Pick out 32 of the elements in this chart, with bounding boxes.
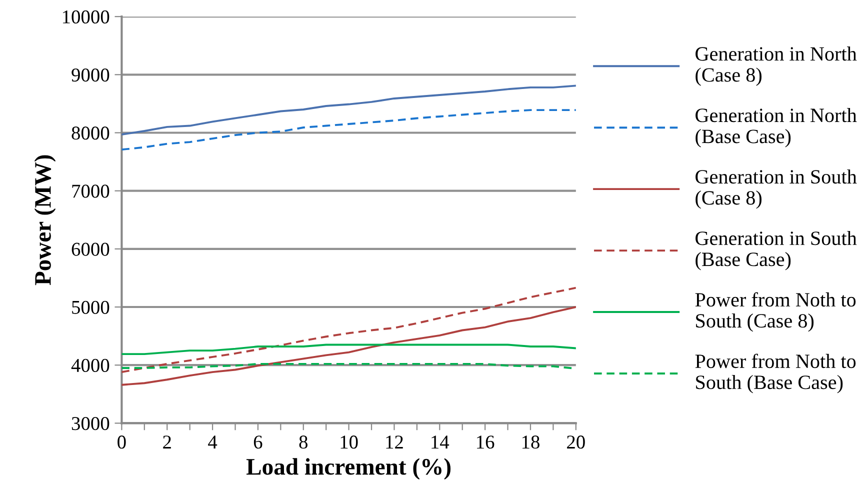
legend-label: Generation in South (Case 8)	[696, 169, 857, 209]
y-tick-label: 8000	[72, 126, 110, 140]
x-tick-label: 18	[522, 436, 540, 449]
x-tick-label: 14	[432, 436, 450, 448]
x-tick-label: 8	[299, 436, 308, 449]
x-tick-label: 0	[118, 436, 126, 449]
legend-label: Generation in North (Case 8)	[696, 46, 857, 86]
legend-label: Power from Noth to South (Base Case)	[695, 354, 856, 394]
x-tick-label: 4	[208, 436, 218, 448]
x-tick-label: 2	[163, 436, 171, 448]
line-series	[122, 344, 576, 356]
y-tick-label: 4000	[71, 358, 110, 372]
x-axis-title: Load increment (%)	[246, 458, 451, 480]
x-tick-label: 10	[340, 436, 358, 449]
y-tick-label: 10000	[62, 10, 110, 24]
x-tick-label: 12	[386, 436, 403, 448]
x-tick-label: 16	[477, 436, 494, 449]
legend-label: Power from Noth to South (Case 8)	[695, 292, 856, 332]
legend-label: Generation in North (Base Case)	[696, 108, 857, 148]
legend-label: Generation in South (Base Case)	[696, 230, 857, 270]
y-tick-label: 5000	[72, 300, 110, 314]
y-tick-label: 6000	[72, 242, 110, 256]
x-tick-label: 6	[254, 436, 262, 449]
y-tick-label: 3000	[72, 417, 110, 430]
y-tick-label: 7000	[72, 184, 110, 198]
line-series	[122, 84, 576, 136]
line-series	[122, 286, 576, 374]
x-tick-label: 20	[567, 436, 585, 449]
y-tick-label: 9000	[72, 68, 110, 82]
line-series	[122, 109, 576, 151]
line-series	[122, 306, 576, 386]
y-axis-title: Power (MW)	[34, 155, 56, 286]
